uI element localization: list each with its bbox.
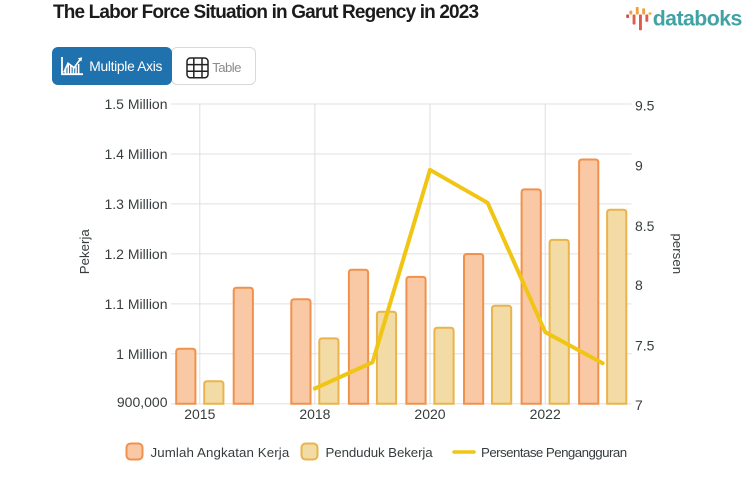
svg-text:2022: 2022: [530, 406, 561, 422]
svg-text:Pekerja: Pekerja: [77, 229, 92, 275]
svg-text:1.3 Million: 1.3 Million: [104, 196, 167, 212]
svg-text:8: 8: [635, 277, 643, 293]
svg-text:7: 7: [635, 397, 643, 413]
svg-text:2018: 2018: [299, 406, 330, 422]
svg-text:2015: 2015: [184, 406, 215, 422]
svg-text:databoks: databoks: [653, 7, 742, 31]
svg-text:8.5: 8.5: [635, 218, 655, 234]
svg-text:Penduduk Bekerja: Penduduk Bekerja: [326, 445, 434, 460]
svg-text:9: 9: [635, 158, 643, 174]
svg-text:2020: 2020: [414, 406, 445, 422]
svg-text:7.5: 7.5: [635, 338, 655, 354]
svg-text:1.4 Million: 1.4 Million: [104, 146, 167, 162]
svg-text:1.5 Million: 1.5 Million: [104, 96, 167, 112]
svg-text:1 Million: 1 Million: [116, 346, 167, 362]
svg-text:900,000: 900,000: [117, 394, 168, 410]
svg-text:Jumlah Angkatan Kerja: Jumlah Angkatan Kerja: [151, 445, 290, 460]
svg-text:1.1 Million: 1.1 Million: [104, 296, 167, 312]
svg-text:9.5: 9.5: [635, 97, 655, 113]
svg-text:1.2 Million: 1.2 Million: [104, 246, 167, 262]
svg-text:Persentase Pengangguran: Persentase Pengangguran: [481, 445, 627, 460]
svg-text:persen: persen: [670, 233, 685, 274]
